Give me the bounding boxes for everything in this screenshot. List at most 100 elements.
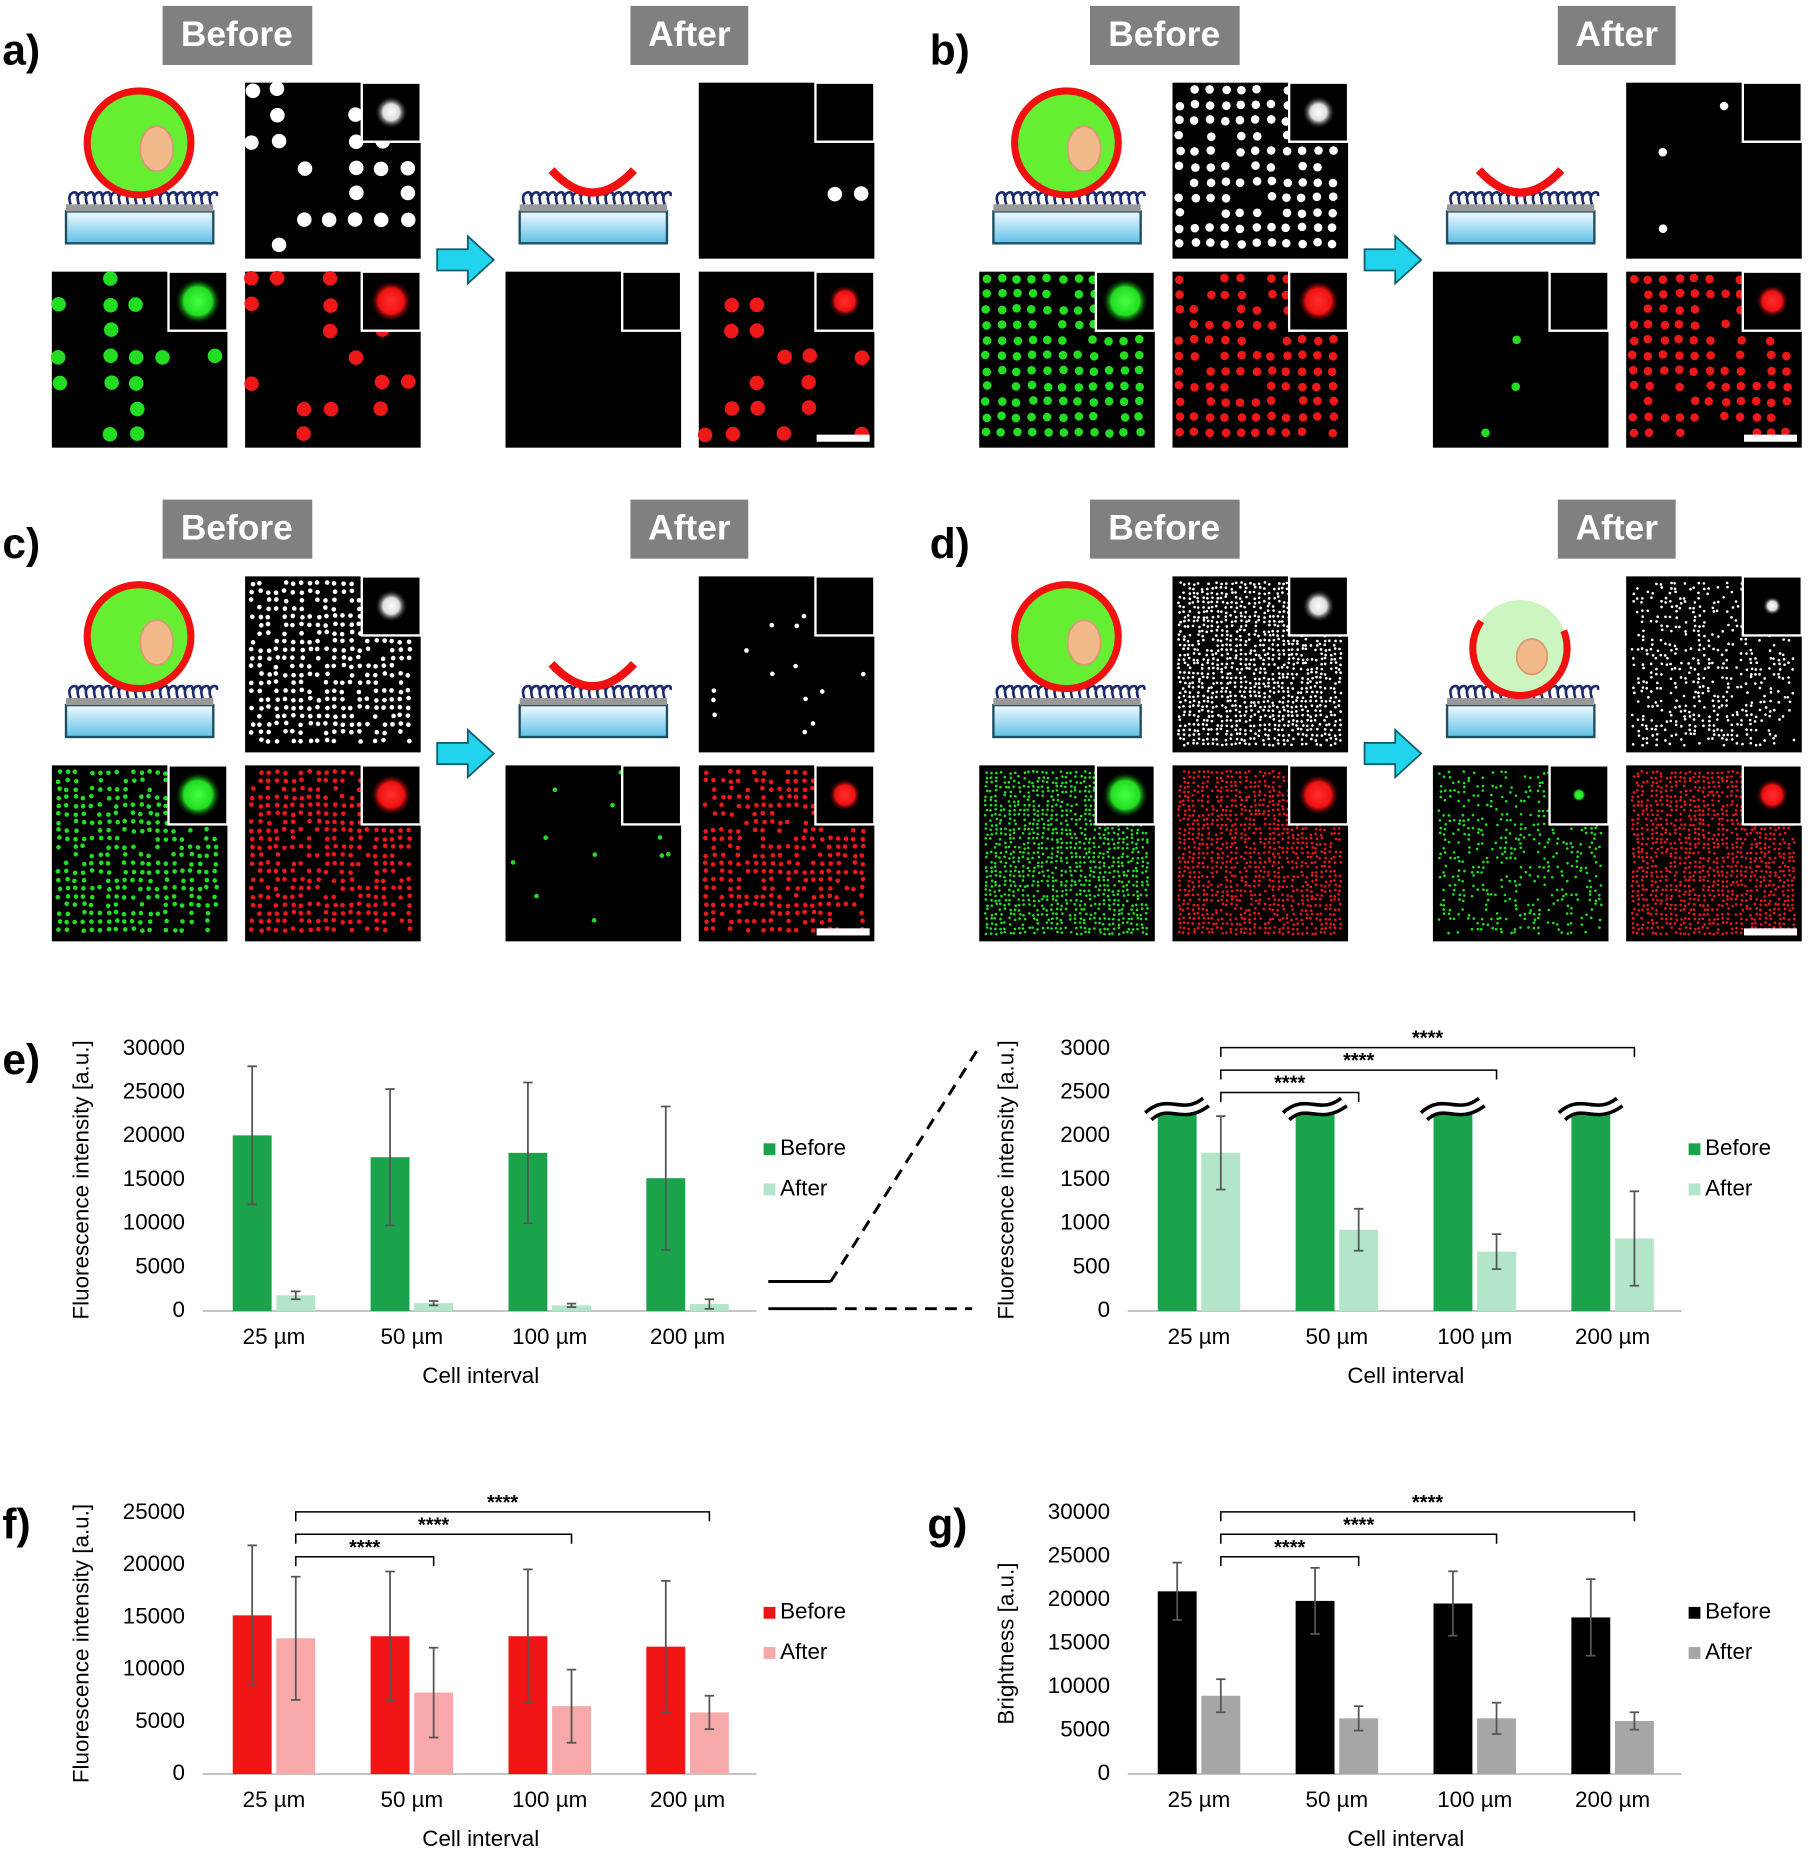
cell-dot [123, 778, 129, 784]
cell-dot [364, 638, 370, 644]
cell-dot [274, 911, 280, 917]
cell-dot [1237, 336, 1246, 346]
cell-dot [1225, 686, 1229, 690]
cell-dot [283, 720, 289, 726]
cell-dot [1254, 907, 1257, 910]
cell-dot [1777, 658, 1781, 662]
cell-dot [1197, 633, 1200, 637]
cell-dot [1069, 846, 1073, 849]
inset-cell [174, 771, 222, 819]
cell-dot [1027, 791, 1030, 794]
cell-dot [1215, 738, 1218, 741]
cell-dot [1650, 719, 1654, 722]
cell-dot [711, 910, 716, 915]
cell-dot [122, 826, 127, 832]
cell-dot [1301, 885, 1305, 888]
cell-dot [1239, 625, 1243, 628]
cell-dot [1263, 581, 1267, 584]
cell-dot [1754, 657, 1757, 660]
cell-dot [1050, 903, 1054, 907]
cell-dot [745, 804, 750, 809]
cell [1011, 87, 1122, 199]
cell-dot [592, 852, 598, 857]
cell-dot [273, 927, 279, 933]
cell-dot [1021, 855, 1025, 859]
cell-dot [1298, 239, 1307, 249]
cell-dot [1266, 804, 1270, 808]
cell-dot [1272, 609, 1275, 612]
cell-dot [322, 323, 338, 339]
cell-dot [405, 687, 411, 693]
cell-dot [1249, 581, 1252, 585]
brush [158, 684, 169, 699]
cell-dot [721, 794, 726, 800]
cell-dot [1078, 912, 1082, 915]
after-label: After [1576, 509, 1659, 548]
cell-dot [1630, 336, 1639, 346]
cell-dot [1059, 846, 1063, 849]
cell-dot [828, 861, 834, 866]
cell-dot [1231, 704, 1234, 708]
cell-dot [1206, 397, 1216, 406]
cell-dot [1022, 875, 1025, 878]
cell-dot [860, 843, 866, 849]
cell-dot [843, 869, 849, 875]
cell-dot [1291, 889, 1295, 893]
cell-dot [1212, 922, 1215, 926]
cell-dot [1075, 932, 1079, 936]
cell-dot [1192, 587, 1195, 591]
cell-dot [1777, 676, 1781, 679]
cell-dot [1243, 911, 1247, 915]
cell-dot [290, 812, 296, 818]
cell-dot [1102, 842, 1106, 845]
cell-dot [366, 893, 371, 898]
cell-dot [257, 631, 262, 637]
cell-dot [179, 903, 185, 908]
cell-dot [1059, 908, 1063, 911]
cell-dot [1312, 192, 1322, 202]
cell-dot [1177, 676, 1181, 679]
cell-dot [1277, 714, 1281, 718]
cell-dot [1108, 898, 1111, 902]
cell-dot [1188, 705, 1192, 708]
cell-dot [1730, 615, 1733, 619]
cell-dot [1670, 629, 1673, 633]
cell-dot [1192, 852, 1196, 856]
cell-dot [1028, 335, 1038, 345]
cell-dot [1075, 899, 1078, 902]
cell-dot [1117, 926, 1121, 930]
cell-dot [1107, 831, 1110, 835]
cell-dot [1692, 680, 1695, 684]
cell-dot [56, 795, 62, 801]
cell-dot [994, 803, 997, 807]
cell-dot [1084, 827, 1087, 831]
cell-dot [1262, 662, 1265, 666]
cell-dot [997, 320, 1007, 329]
cell-dot [1643, 319, 1653, 329]
cell-dot [1130, 917, 1133, 921]
cell-dot [1092, 870, 1096, 874]
after-label: After [1576, 15, 1659, 54]
cell-dot [777, 349, 792, 365]
cell-dot [1225, 732, 1228, 736]
cell-dot [1263, 870, 1266, 874]
cell-dot [365, 852, 371, 858]
cell-dot [1697, 677, 1701, 681]
cell-dot [348, 107, 363, 122]
substrate [518, 703, 669, 739]
cell-dot [333, 902, 339, 908]
cell-dot [1334, 639, 1337, 643]
cell-dot [97, 884, 102, 890]
cell-dot [1271, 908, 1275, 912]
cell-dot [1249, 812, 1253, 816]
cell-dot [1003, 893, 1007, 896]
cell-dot [103, 348, 118, 364]
cell-dot [1332, 855, 1336, 859]
cell-dot [164, 895, 169, 900]
cell-dot [1646, 609, 1650, 613]
cell-dot [1136, 850, 1140, 854]
cell-dot [1193, 846, 1196, 849]
cell-dot [1050, 927, 1053, 930]
cell-dot [1126, 869, 1130, 873]
cell-dot [994, 812, 997, 816]
